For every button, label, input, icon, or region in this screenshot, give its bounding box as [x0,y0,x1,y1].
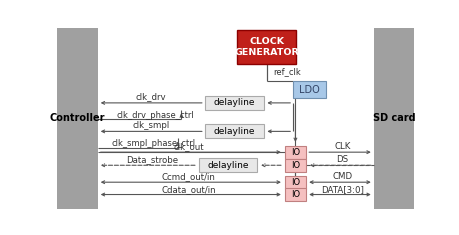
Text: IO: IO [290,161,299,170]
Text: clk_smpl_phase_ctrl: clk_smpl_phase_ctrl [111,139,195,148]
Bar [284,146,306,159]
Bar [204,125,263,138]
Text: LDO: LDO [298,85,319,95]
Text: DS: DS [336,155,347,164]
Text: Data_strobe: Data_strobe [126,155,178,164]
Bar [204,96,263,110]
Text: clk_out: clk_out [173,142,204,151]
Text: delayline: delayline [213,127,254,136]
Text: delayline: delayline [213,98,254,107]
Bar [198,158,257,172]
Bar [292,81,325,98]
Text: clk_drv_phase_ctrl: clk_drv_phase_ctrl [116,111,194,120]
Text: CMD: CMD [331,172,352,181]
Bar [284,159,306,172]
Text: CLOCK
GENERATOR: CLOCK GENERATOR [234,37,298,57]
Text: SD card: SD card [372,113,414,123]
Bar [373,28,413,209]
Text: Ccmd_out/in: Ccmd_out/in [162,172,215,181]
Text: Cdata_out/in: Cdata_out/in [161,185,216,194]
Text: delayline: delayline [207,161,248,170]
Bar [284,176,306,189]
Bar [57,28,98,209]
Text: clk_drv: clk_drv [136,92,166,101]
Text: IO: IO [290,190,299,199]
Text: IO: IO [290,148,299,157]
Text: clk_smpl: clk_smpl [132,121,169,130]
Bar [284,188,306,201]
Text: Controller: Controller [50,113,105,123]
Text: IO: IO [290,178,299,187]
Text: ref_clk: ref_clk [272,68,300,77]
Bar [237,30,296,64]
Text: CLK: CLK [333,142,350,151]
Text: DATA[3:0]: DATA[3:0] [320,185,363,194]
